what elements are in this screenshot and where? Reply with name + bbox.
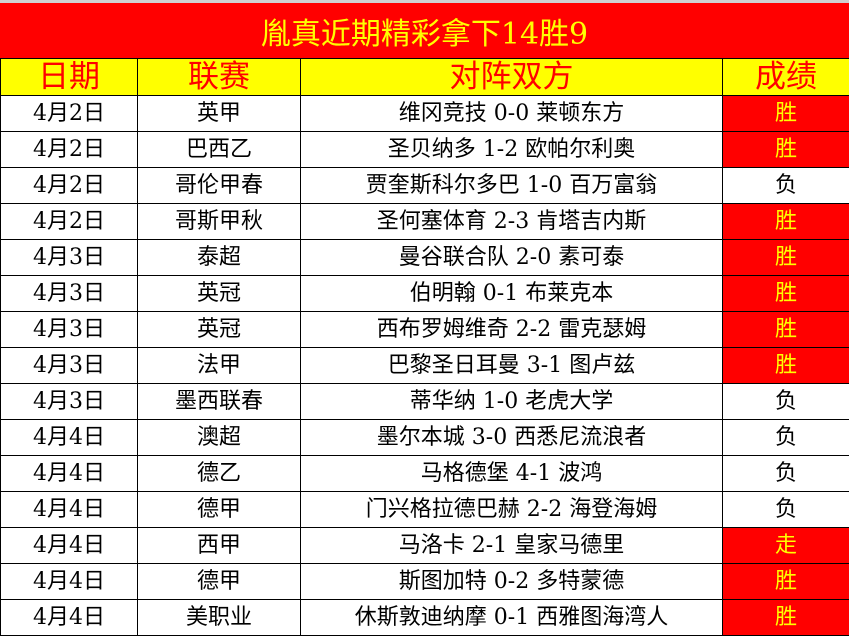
result-cell: 负 [723, 420, 849, 456]
league-cell: 美职业 [138, 600, 301, 636]
header-league: 联赛 [138, 59, 301, 96]
date-cell: 4月4日 [1, 456, 138, 492]
date-cell: 4月3日 [1, 240, 138, 276]
league-cell: 哥伦甲春 [138, 168, 301, 204]
league-cell: 英冠 [138, 276, 301, 312]
match-cell: 斯图加特 0-2 多特蒙德 [301, 564, 723, 600]
result-cell: 胜 [723, 312, 849, 348]
result-cell: 负 [723, 456, 849, 492]
match-cell: 门兴格拉德巴赫 2-2 海登海姆 [301, 492, 723, 528]
match-cell: 圣何塞体育 2-3 肯塔吉内斯 [301, 204, 723, 240]
date-cell: 4月2日 [1, 168, 138, 204]
table-row: 4月2日哥斯甲秋圣何塞体育 2-3 肯塔吉内斯胜 [1, 204, 849, 240]
table-row: 4月3日法甲巴黎圣日耳曼 3-1 图卢兹胜 [1, 348, 849, 384]
league-cell: 西甲 [138, 528, 301, 564]
result-cell: 胜 [723, 204, 849, 240]
league-cell: 德甲 [138, 564, 301, 600]
table-row: 4月2日哥伦甲春贾奎斯科尔多巴 1-0 百万富翁负 [1, 168, 849, 204]
match-cell: 曼谷联合队 2-0 素可泰 [301, 240, 723, 276]
date-cell: 4月4日 [1, 600, 138, 636]
league-cell: 墨西联春 [138, 384, 301, 420]
result-cell: 负 [723, 492, 849, 528]
match-cell: 西布罗姆维奇 2-2 雷克瑟姆 [301, 312, 723, 348]
result-cell: 走 [723, 528, 849, 564]
match-cell: 巴黎圣日耳曼 3-1 图卢兹 [301, 348, 723, 384]
date-cell: 4月3日 [1, 384, 138, 420]
header-match: 对阵双方 [301, 59, 723, 96]
date-cell: 4月3日 [1, 276, 138, 312]
table-row: 4月3日英冠伯明翰 0-1 布莱克本胜 [1, 276, 849, 312]
match-cell: 马洛卡 2-1 皇家马德里 [301, 528, 723, 564]
table-row: 4月4日美职业休斯敦迪纳摩 0-1 西雅图海湾人胜 [1, 600, 849, 636]
result-cell: 胜 [723, 276, 849, 312]
table-row: 4月4日德甲门兴格拉德巴赫 2-2 海登海姆负 [1, 492, 849, 528]
table-title: 胤真近期精彩拿下14胜9 [0, 0, 849, 58]
league-cell: 英冠 [138, 312, 301, 348]
result-cell: 胜 [723, 564, 849, 600]
league-cell: 德甲 [138, 492, 301, 528]
match-cell: 蒂华纳 1-0 老虎大学 [301, 384, 723, 420]
league-cell: 德乙 [138, 456, 301, 492]
result-cell: 胜 [723, 96, 849, 132]
league-cell: 澳超 [138, 420, 301, 456]
league-cell: 法甲 [138, 348, 301, 384]
result-cell: 胜 [723, 600, 849, 636]
table-row: 4月4日德甲斯图加特 0-2 多特蒙德胜 [1, 564, 849, 600]
table-row: 4月4日西甲马洛卡 2-1 皇家马德里走 [1, 528, 849, 564]
header-date: 日期 [1, 59, 138, 96]
date-cell: 4月3日 [1, 312, 138, 348]
table-row: 4月3日泰超曼谷联合队 2-0 素可泰胜 [1, 240, 849, 276]
league-cell: 哥斯甲秋 [138, 204, 301, 240]
match-cell: 贾奎斯科尔多巴 1-0 百万富翁 [301, 168, 723, 204]
match-cell: 休斯敦迪纳摩 0-1 西雅图海湾人 [301, 600, 723, 636]
table-row: 4月3日墨西联春蒂华纳 1-0 老虎大学负 [1, 384, 849, 420]
result-cell: 负 [723, 384, 849, 420]
match-cell: 伯明翰 0-1 布莱克本 [301, 276, 723, 312]
result-cell: 胜 [723, 132, 849, 168]
league-cell: 泰超 [138, 240, 301, 276]
table-row: 4月4日德乙马格德堡 4-1 波鸿负 [1, 456, 849, 492]
league-cell: 巴西乙 [138, 132, 301, 168]
match-cell: 马格德堡 4-1 波鸿 [301, 456, 723, 492]
table-row: 4月3日英冠西布罗姆维奇 2-2 雷克瑟姆胜 [1, 312, 849, 348]
date-cell: 4月4日 [1, 492, 138, 528]
match-cell: 圣贝纳多 1-2 欧帕尔利奥 [301, 132, 723, 168]
date-cell: 4月4日 [1, 528, 138, 564]
date-cell: 4月4日 [1, 420, 138, 456]
date-cell: 4月2日 [1, 204, 138, 240]
match-cell: 墨尔本城 3-0 西悉尼流浪者 [301, 420, 723, 456]
header-result: 成绩 [723, 59, 849, 96]
match-cell: 维冈竞技 0-0 莱顿东方 [301, 96, 723, 132]
result-cell: 胜 [723, 348, 849, 384]
result-cell: 负 [723, 168, 849, 204]
league-cell: 英甲 [138, 96, 301, 132]
header-row: 日期 联赛 对阵双方 成绩 [1, 59, 849, 96]
table-row: 4月2日英甲维冈竞技 0-0 莱顿东方胜 [1, 96, 849, 132]
date-cell: 4月4日 [1, 564, 138, 600]
date-cell: 4月2日 [1, 132, 138, 168]
table-row: 4月4日澳超墨尔本城 3-0 西悉尼流浪者负 [1, 420, 849, 456]
date-cell: 4月2日 [1, 96, 138, 132]
table-row: 4月2日巴西乙圣贝纳多 1-2 欧帕尔利奥胜 [1, 132, 849, 168]
date-cell: 4月3日 [1, 348, 138, 384]
result-cell: 胜 [723, 240, 849, 276]
